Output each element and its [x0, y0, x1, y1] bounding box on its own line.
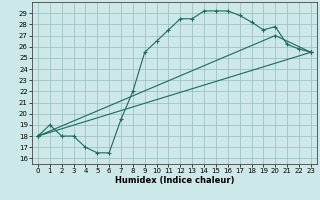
X-axis label: Humidex (Indice chaleur): Humidex (Indice chaleur) — [115, 176, 234, 185]
